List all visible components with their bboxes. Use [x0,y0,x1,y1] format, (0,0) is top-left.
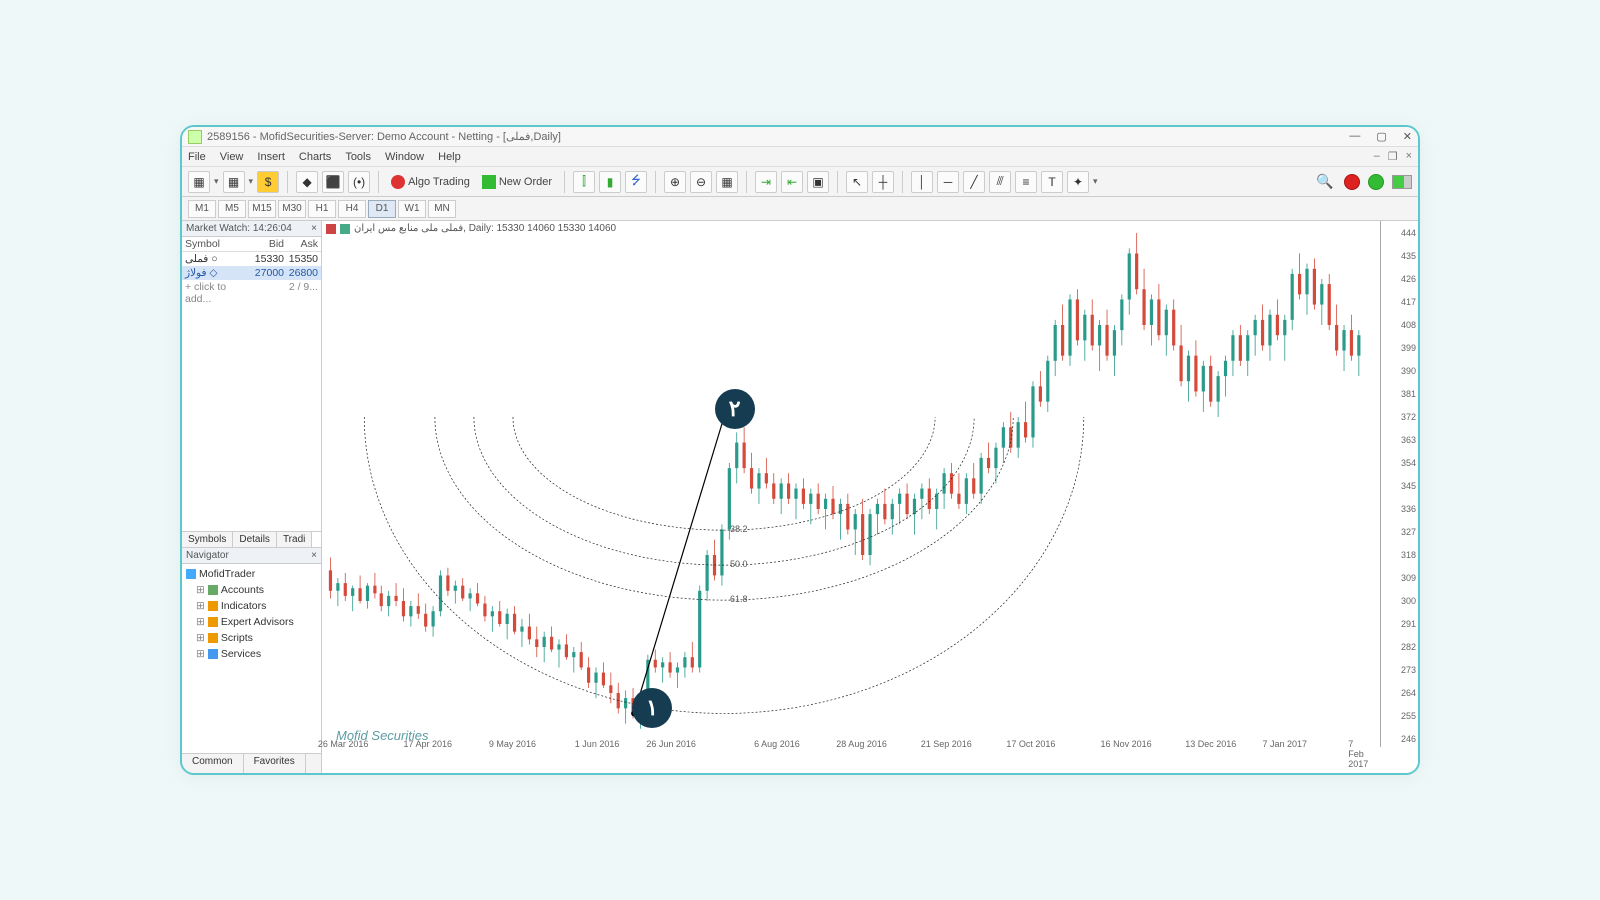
marketwatch-table: Symbol Bid Ask فملی ○1533015350فولاژ ◇27… [182,237,321,306]
close-icon[interactable]: × [311,223,317,234]
depth-icon[interactable]: ⬛ [322,171,344,193]
new-chart-icon[interactable]: ▦ [188,171,210,193]
hline-icon[interactable]: ─ [937,171,959,193]
nav-node[interactable]: ⊞Services [196,646,317,662]
app-window: 2589156 - MofidSecurities-Server: Demo A… [180,125,1420,775]
timeframe-bar: M1M5M15M30H1H4D1W1MN [182,197,1418,221]
fib-icon[interactable]: ≡ [1015,171,1037,193]
menu-window[interactable]: Window [385,151,424,163]
bottom-tabs: Common Favorites [182,753,321,773]
nav-node[interactable]: ⊞Expert Advisors [196,614,317,630]
tab-favorites[interactable]: Favorites [244,754,306,773]
menubar: File View Insert Charts Tools Window Hel… [182,147,1418,167]
new-order-button[interactable]: New Order [478,175,556,189]
navigator-tree: MofidTrader⊞Accounts⊞Indicators⊞Expert A… [182,564,321,664]
window-max-button[interactable]: ▢ [1376,130,1386,143]
titlebar: 2589156 - MofidSecurities-Server: Demo A… [182,127,1418,147]
crosshair-icon[interactable]: ┼ [872,171,894,193]
objects-icon[interactable]: ✦ [1067,171,1089,193]
tf-m30[interactable]: M30 [278,200,306,218]
left-panel: Market Watch: 14:26:04× Symbol Bid Ask ف… [182,221,322,773]
signal-bars-icon [1392,175,1412,189]
tf-w1[interactable]: W1 [398,200,426,218]
data-icon[interactable]: ◆ [296,171,318,193]
annotation-badge: ۲ [715,389,755,429]
toolbar: ▦▾ ▦▾ $ ◆ ⬛ (•) Algo Trading New Order ⫿… [182,167,1418,197]
zoom-in-icon[interactable]: ⊕ [664,171,686,193]
chart-area[interactable]: فملی ملی منابع مس ایران, Daily: 15330 14… [322,221,1418,773]
menu-file[interactable]: File [188,151,206,163]
window-close-button[interactable]: ✕ [1403,130,1412,143]
nav-node[interactable]: ⊞Scripts [196,630,317,646]
menu-insert[interactable]: Insert [257,151,285,163]
search-icon[interactable]: 🔍 [1314,171,1336,193]
marketwatch-icon[interactable]: $ [257,171,279,193]
window-min-button[interactable]: — [1349,130,1360,143]
tab-common[interactable]: Common [182,754,244,773]
cursor-icon[interactable]: ↖ [846,171,868,193]
vline-icon[interactable]: │ [911,171,933,193]
candles-icon[interactable]: ▮ [599,171,621,193]
window-title: 2589156 - MofidSecurities-Server: Demo A… [207,130,561,143]
up-color-icon [340,224,350,234]
indicator-icon[interactable]: ▣ [807,171,829,193]
tf-h1[interactable]: H1 [308,200,336,218]
marketwatch-row[interactable]: + click to add...2 / 9... [182,280,321,306]
navigator-header: Navigator× [182,548,321,564]
tab-symbols[interactable]: Symbols [182,532,233,547]
signal-icon[interactable]: (•) [348,171,370,193]
time-axis: 26 Mar 201617 Apr 20169 May 20161 Jun 20… [322,739,1380,753]
equi-icon[interactable]: ⫻ [989,171,1011,193]
nav-node[interactable]: ⊞Accounts [196,582,317,598]
price-axis: 4444354264174083993903813723633543453363… [1380,221,1418,747]
shift-icon[interactable]: ⇥ [755,171,777,193]
tf-mn[interactable]: MN [428,200,456,218]
app-icon [188,130,202,144]
line-icon[interactable]: ⭍ [625,171,647,193]
watermark: Mofid Securities [336,728,428,743]
marketwatch-header: Market Watch: 14:26:04× [182,221,321,237]
col-ask[interactable]: Ask [284,238,318,250]
mdi-close[interactable]: × [1406,150,1412,163]
trendline-icon[interactable]: ╱ [963,171,985,193]
down-color-icon [326,224,336,234]
text-icon[interactable]: T [1041,171,1063,193]
tf-m5[interactable]: M5 [218,200,246,218]
marketwatch-row[interactable]: فولاژ ◇2700026800 [182,266,321,280]
zoom-out-icon[interactable]: ⊖ [690,171,712,193]
alert-icon[interactable] [1344,174,1360,190]
tab-details[interactable]: Details [233,532,277,547]
menu-charts[interactable]: Charts [299,151,331,163]
menu-help[interactable]: Help [438,151,461,163]
tf-m1[interactable]: M1 [188,200,216,218]
tf-m15[interactable]: M15 [248,200,276,218]
grid-icon[interactable]: ▦ [716,171,738,193]
mdi-max[interactable]: ❐ [1388,150,1398,163]
algo-trading-button[interactable]: Algo Trading [387,175,474,189]
connection-icon [1368,174,1384,190]
mdi-min[interactable]: – [1374,150,1380,163]
menu-view[interactable]: View [220,151,244,163]
profile-icon[interactable]: ▦ [223,171,245,193]
col-bid[interactable]: Bid [250,238,284,250]
nav-node[interactable]: ⊞Indicators [196,598,317,614]
marketwatch-row[interactable]: فملی ○1533015350 [182,252,321,266]
marketwatch-tabs: Symbols Details Tradi [182,531,321,547]
col-symbol[interactable]: Symbol [185,238,250,250]
bars-icon[interactable]: ⫿ [573,171,595,193]
close-icon[interactable]: × [311,550,317,561]
tf-d1[interactable]: D1 [368,200,396,218]
autoscroll-icon[interactable]: ⇤ [781,171,803,193]
menu-tools[interactable]: Tools [345,151,371,163]
tf-h4[interactable]: H4 [338,200,366,218]
tab-trading[interactable]: Tradi [277,532,312,547]
